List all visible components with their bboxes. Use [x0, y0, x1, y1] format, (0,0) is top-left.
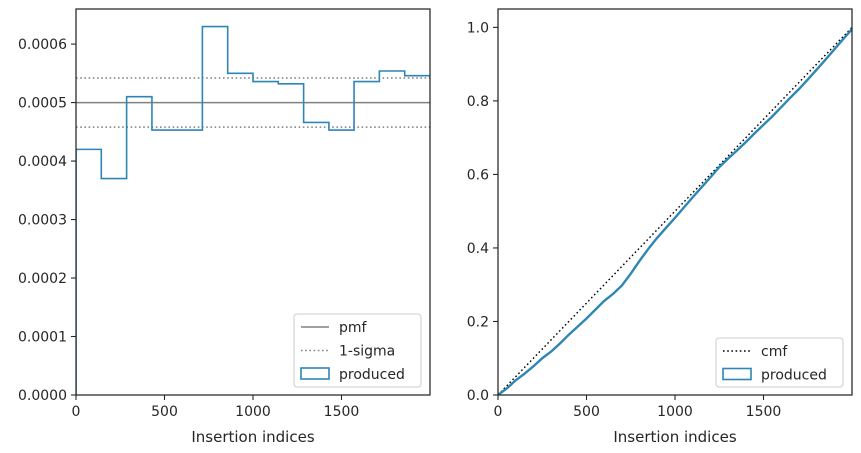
- y-tick-label: 1.0: [467, 20, 489, 36]
- y-tick-label: 0.0004: [18, 154, 67, 170]
- legend-handle-produced: [300, 367, 330, 380]
- y-tick-label: 0.0001: [18, 330, 67, 346]
- right-cumulative-panel: 0 500 1000 1500 0.0 0.2 0.4 0.6 0.8 1.0 Insertion …: [467, 8, 853, 446]
- y-tick-label: 0.6: [467, 167, 489, 183]
- legend-handle-produced: [722, 367, 752, 381]
- x-axis-label: Insertion indices: [191, 428, 314, 446]
- plot-area: [76, 25, 430, 395]
- legend-label-produced: produced: [339, 367, 405, 383]
- cmf-line: [498, 26, 852, 395]
- x-tick-label: 500: [151, 404, 178, 420]
- legend: pmf 1-sigma produced: [293, 313, 422, 388]
- y-tick-label: 0.0002: [18, 271, 67, 287]
- x-tick-label: 1500: [324, 404, 360, 420]
- y-tick-label: 0.0: [467, 388, 489, 404]
- produced-step-line: [76, 25, 430, 395]
- legend-box: [715, 337, 844, 388]
- axes-frame: [497, 8, 853, 396]
- x-tick-label: 500: [573, 404, 600, 420]
- legend-label-1-sigma: 1-sigma: [339, 344, 395, 360]
- x-tick-label: 1000: [235, 404, 271, 420]
- x-tick-label: 1500: [746, 404, 782, 420]
- y-tick-label: 0.4: [467, 241, 489, 257]
- y-tick-label: 0.0006: [18, 37, 67, 53]
- legend-label-pmf: pmf: [339, 320, 368, 336]
- y-tick-label: 0.0000: [18, 388, 67, 404]
- legend-label-produced: produced: [761, 368, 827, 384]
- x-tick-label: 0: [72, 404, 81, 420]
- plot-area: [498, 26, 852, 395]
- left-histogram-panel: 0 500 1000 1500 0.0000 0.0001 0.0002 0.0003 0.00…: [18, 8, 431, 446]
- legend-label-cmf: cmf: [761, 344, 788, 360]
- y-tick-label: 0.0003: [18, 213, 67, 229]
- y-tick-label: 0.8: [467, 94, 489, 110]
- legend: cmf produced: [715, 337, 844, 388]
- x-tick-label: 0: [494, 404, 503, 420]
- produced-line: [498, 28, 852, 395]
- x-tick-label: 1000: [657, 404, 693, 420]
- y-tick-label: 0.0005: [18, 96, 67, 112]
- x-axis-label: Insertion indices: [613, 428, 736, 446]
- y-tick-label: 0.2: [467, 314, 489, 330]
